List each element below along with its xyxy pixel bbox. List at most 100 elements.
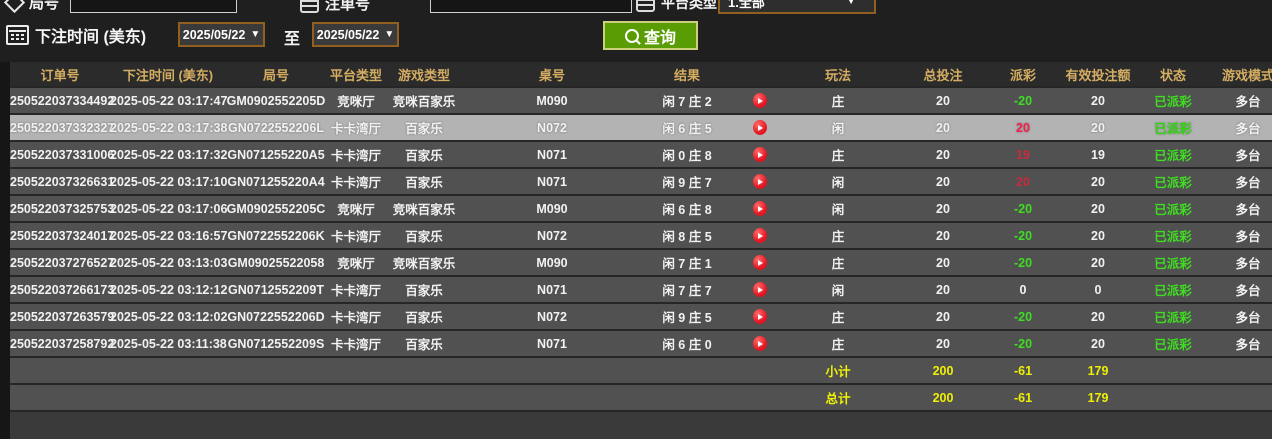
cell-play: 庄	[831, 95, 845, 109]
cell-total_bet: 20	[936, 255, 950, 270]
cell-game_type: 竞咪百家乐	[392, 257, 456, 271]
cell-replay	[732, 255, 788, 271]
table-row[interactable]: 250522037266173 2025-05-22 03:12:12 GN0712…	[10, 275, 1272, 302]
date-from-picker[interactable]: 2025/05/22 ▼	[178, 22, 265, 47]
bet-time-filter: 下注时间 (美东)	[6, 23, 146, 47]
play-triangle	[758, 232, 763, 239]
play-triangle	[758, 259, 763, 266]
table-row[interactable]: 250522037326631 2025-05-22 03:17:10 GN0712…	[10, 167, 1272, 194]
table-row[interactable]: 250522037276527 2025-05-22 03:13:03 GM0902…	[10, 248, 1272, 275]
cell-platform: 卡卡湾厅	[330, 122, 381, 136]
chevron-down-icon: ▼	[384, 29, 395, 40]
cell-payout: 0	[1019, 282, 1027, 297]
query-button[interactable]: 查询	[603, 21, 698, 50]
play-video-icon[interactable]	[753, 255, 767, 271]
cell-time: 2025-05-22 03:17:32	[110, 147, 228, 162]
col-header: 订单号	[40, 67, 80, 83]
table-row[interactable]: 250522037325753 2025-05-22 03:17:06 GM0902…	[10, 194, 1272, 221]
cell-result: 闲 0 庄 8	[662, 149, 712, 163]
table-row[interactable]: 250522037263579 2025-05-22 03:12:02 GN0722…	[10, 302, 1272, 329]
play-triangle	[758, 313, 763, 320]
form-icon	[300, 0, 319, 13]
cell-valid_bet: 19	[1091, 147, 1105, 162]
col-header: 总投注	[923, 67, 963, 83]
cell-result: 闲 6 庄 5	[662, 122, 712, 136]
cell-order: 250522037266173	[10, 282, 115, 297]
cell-game_type: 百家乐	[405, 284, 443, 298]
cell-game_type: 百家乐	[405, 230, 443, 244]
cell-time: 2025-05-22 03:17:47	[110, 93, 228, 108]
cell-payout: -20	[1013, 255, 1033, 270]
play-video-icon[interactable]	[753, 228, 767, 244]
slip-filter: 注单号	[300, 0, 370, 14]
cell-replay	[732, 147, 788, 163]
platform-type-value: 1.全部	[728, 0, 765, 10]
col-header: 桌号	[538, 67, 565, 83]
play-video-icon[interactable]	[753, 120, 767, 136]
cell-play: 闲	[831, 203, 845, 217]
cell-game_type: 竞咪百家乐	[392, 203, 456, 217]
cell-valid_bet: 20	[1091, 201, 1105, 216]
table-header-row: 订单号 下注时间 (美东) 局号 平台类型 游戏类型 桌号 结果 玩法 总投注 派彩 有效投注额 状态…	[10, 62, 1272, 86]
cell-mode: 多台	[1235, 176, 1261, 190]
col-header: 派彩	[1009, 67, 1036, 83]
cell-game_type: 百家乐	[405, 311, 443, 325]
cell-mode: 多台	[1235, 338, 1261, 352]
cell-table_no: M090	[536, 255, 568, 270]
cell-total_bet: 20	[936, 309, 950, 324]
cell-payout: -20	[1013, 93, 1033, 108]
cell-payout: 19	[1016, 147, 1030, 162]
cell-play: 庄	[831, 311, 845, 325]
play-triangle	[758, 286, 763, 293]
play-video-icon[interactable]	[753, 147, 767, 163]
play-video-icon[interactable]	[753, 309, 767, 325]
cell-valid_bet: 20	[1091, 309, 1105, 324]
cell-result: 闲 7 庄 7	[662, 284, 712, 298]
summary-valid-bet: 179	[1087, 363, 1109, 378]
col-header: 游戏类型	[397, 67, 450, 83]
cell-game_type: 百家乐	[405, 176, 443, 190]
cell-platform: 竞咪厅	[337, 203, 375, 217]
cell-time: 2025-05-22 03:17:06	[110, 201, 228, 216]
summary-payout: -61	[1013, 390, 1033, 405]
round-input[interactable]	[70, 0, 237, 13]
date-to-picker[interactable]: 2025/05/22 ▼	[312, 22, 399, 47]
cell-platform: 卡卡湾厅	[330, 284, 381, 298]
play-video-icon[interactable]	[753, 174, 767, 190]
cell-mode: 多台	[1235, 230, 1261, 244]
play-video-icon[interactable]	[753, 282, 767, 298]
cell-total_bet: 20	[936, 93, 950, 108]
cell-mode: 多台	[1235, 149, 1261, 163]
table-row[interactable]: 250522037324017 2025-05-22 03:16:57 GN0722…	[10, 221, 1272, 248]
table-row[interactable]: 250522037258792 2025-05-22 03:11:38 GN0712…	[10, 329, 1272, 356]
platform-type-select[interactable]: 1.全部 ▼	[718, 0, 876, 14]
form-icon	[636, 0, 655, 12]
play-triangle	[758, 151, 763, 158]
cell-replay	[732, 336, 788, 352]
date-range-to-label: 至	[284, 31, 301, 48]
cell-valid_bet: 20	[1091, 336, 1105, 351]
table-row[interactable]: 250522037332327 2025-05-22 03:17:38 GN0722…	[10, 113, 1272, 140]
table-footer-spacer	[10, 410, 1272, 439]
cell-result: 闲 9 庄 7	[662, 176, 712, 190]
summary-total-bet: 200	[932, 363, 954, 378]
play-triangle	[758, 178, 763, 185]
table-row[interactable]: 250522037331006 2025-05-22 03:17:32 GN0712…	[10, 140, 1272, 167]
cell-status: 已派彩	[1154, 230, 1192, 244]
cell-valid_bet: 20	[1091, 174, 1105, 189]
cell-game_type: 百家乐	[405, 338, 443, 352]
play-video-icon[interactable]	[753, 336, 767, 352]
col-header: 玩法	[824, 67, 851, 83]
cell-platform: 卡卡湾厅	[330, 149, 381, 163]
cell-mode: 多台	[1235, 257, 1261, 271]
cell-table_no: N071	[537, 336, 567, 351]
play-video-icon[interactable]	[753, 201, 767, 217]
cell-mode: 多台	[1235, 284, 1261, 298]
calendar-icon	[6, 25, 29, 45]
bet-slip-input[interactable]	[430, 0, 632, 13]
cell-round: GM0902552205D	[226, 93, 326, 108]
play-video-icon[interactable]	[753, 93, 767, 109]
table-row[interactable]: 250522037334492 2025-05-22 03:17:47 GM0902…	[10, 86, 1272, 113]
play-triangle	[758, 205, 763, 212]
